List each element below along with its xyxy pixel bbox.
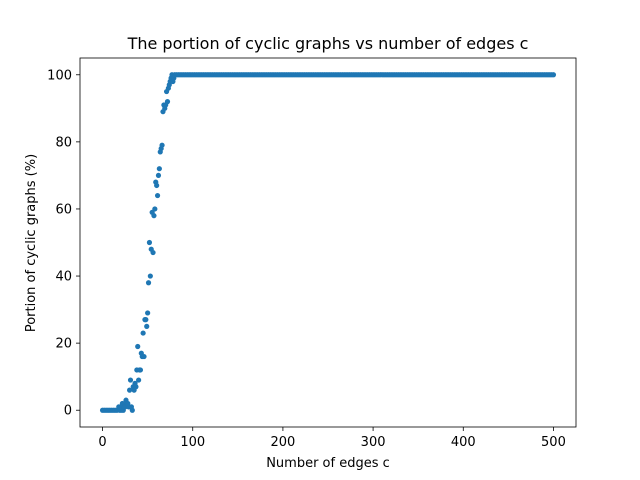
plot-area-frame	[79, 57, 577, 428]
x-tick-label: 400	[451, 435, 476, 450]
y-tick-label: 40	[55, 270, 72, 285]
x-axis-ticks: 0 100 200 300 400 500	[98, 427, 566, 450]
y-tick-label: 20	[55, 337, 72, 352]
data-point	[140, 330, 146, 336]
data-point	[156, 166, 162, 172]
data-point	[135, 343, 141, 350]
data-point	[137, 367, 144, 373]
data-point	[127, 387, 133, 393]
data-point	[127, 377, 134, 383]
data-point	[141, 353, 147, 360]
data-point	[159, 142, 165, 148]
x-axis-label: Number of edges c	[266, 456, 390, 471]
y-tick-label: 0	[64, 404, 72, 419]
y-tick-label: 60	[55, 202, 72, 217]
x-tick-label: 200	[270, 435, 295, 450]
data-point	[145, 280, 152, 286]
data-point	[146, 239, 153, 246]
data-point	[136, 377, 142, 383]
data-point	[550, 72, 557, 78]
data-point	[155, 172, 162, 179]
data-points	[99, 72, 557, 413]
data-point	[145, 310, 151, 316]
y-tick-label: 80	[55, 135, 72, 150]
y-axis-ticks: 0 20 40 60 80 100	[47, 68, 80, 419]
data-point	[164, 99, 171, 105]
y-axis-label: Portion of cyclic graphs (%)	[24, 154, 39, 332]
chart-title: The portion of cyclic graphs vs number o…	[127, 34, 529, 53]
y-tick-label: 100	[47, 68, 72, 83]
data-point	[152, 206, 158, 212]
x-tick-label: 300	[361, 435, 386, 450]
data-point	[129, 407, 135, 413]
data-point	[150, 249, 156, 256]
data-point	[154, 182, 160, 189]
x-tick-label: 500	[541, 435, 566, 450]
x-tick-label: 100	[180, 435, 205, 450]
data-point	[154, 192, 161, 199]
data-point	[133, 384, 139, 390]
data-point	[151, 213, 157, 219]
data-point	[144, 323, 150, 329]
x-tick-label: 0	[98, 435, 106, 450]
data-point	[143, 317, 149, 323]
data-point	[147, 273, 153, 279]
